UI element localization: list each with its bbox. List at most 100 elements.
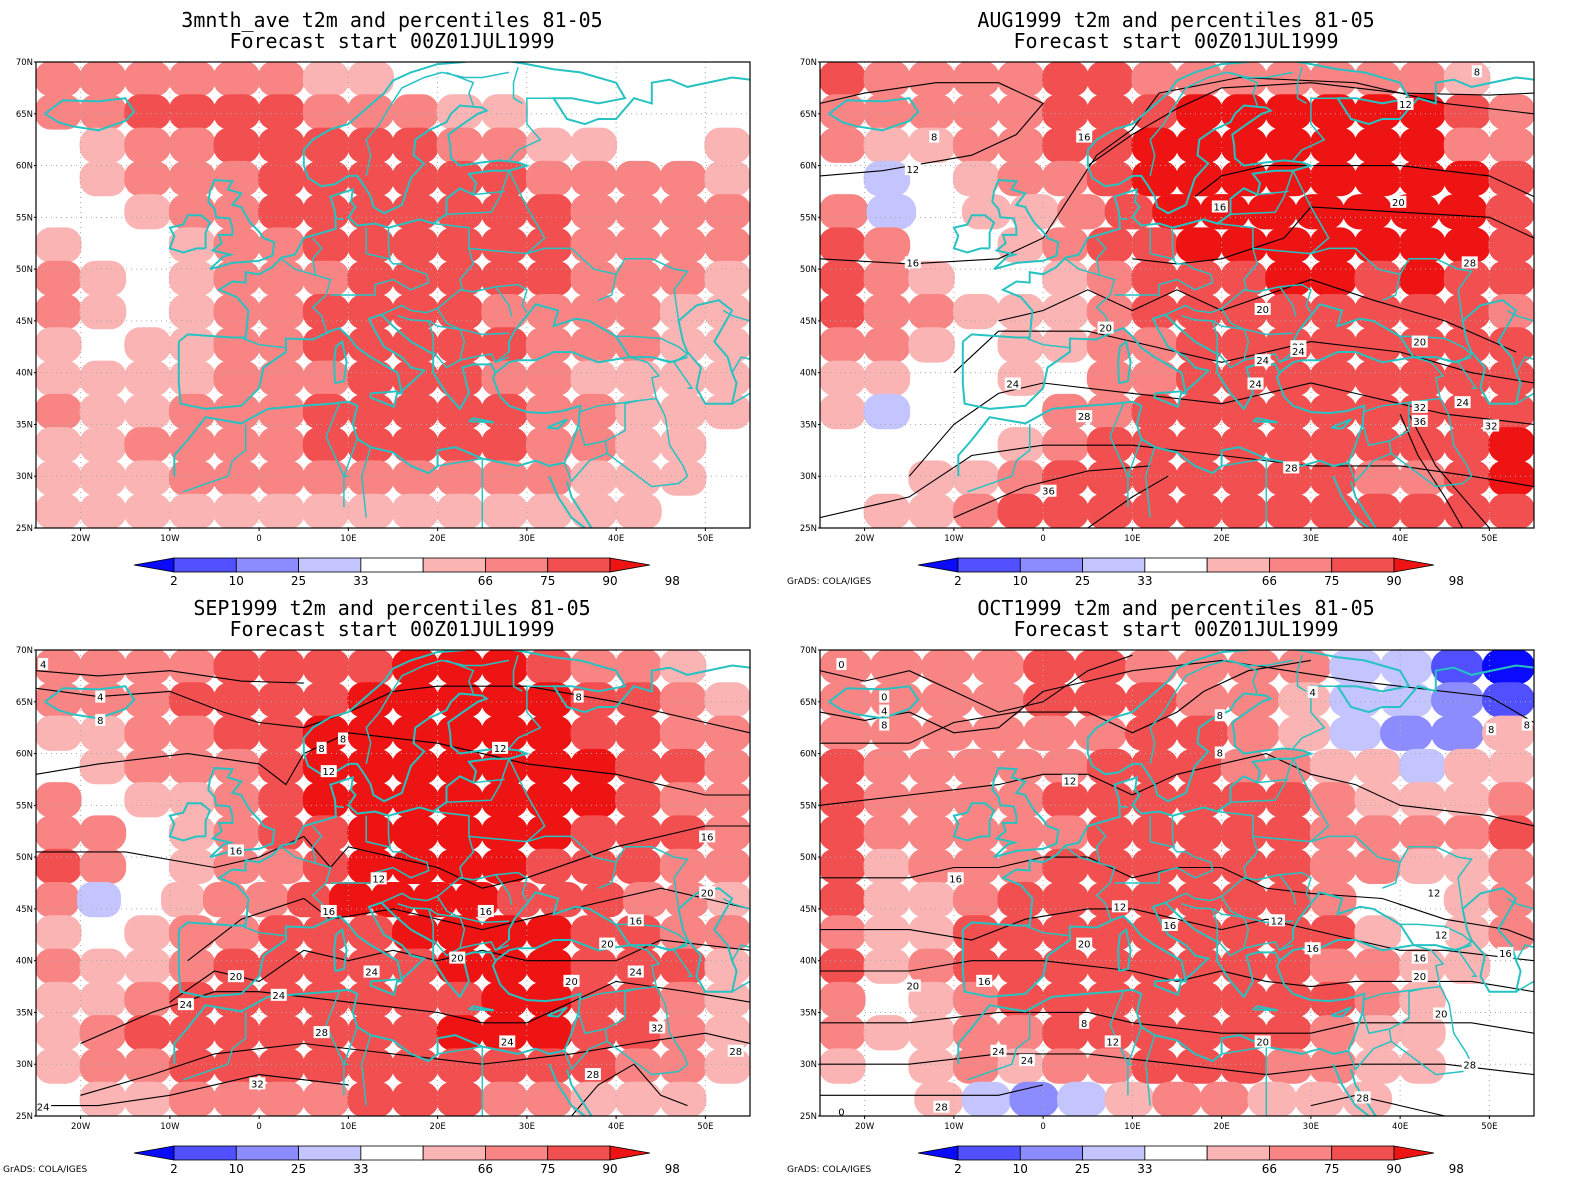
shade-cell xyxy=(1488,327,1534,363)
shade-cell xyxy=(79,94,127,130)
shade-cell xyxy=(1176,715,1229,751)
lat-tick-label: 55N xyxy=(16,801,33,811)
lat-tick-label: 40N xyxy=(800,957,817,967)
shade-cell xyxy=(1399,62,1446,97)
colorbar-label: 66 xyxy=(1262,1162,1277,1176)
shade-cell xyxy=(77,882,121,918)
shade-cell xyxy=(36,981,82,1018)
shade-cell xyxy=(1488,360,1534,396)
country-border xyxy=(722,897,750,962)
shade-cell xyxy=(1220,815,1268,851)
contour-line xyxy=(908,382,1534,477)
shade-cell xyxy=(1086,748,1134,785)
contour-label: 8 xyxy=(316,741,327,755)
shade-cell xyxy=(525,948,573,984)
shade-cell xyxy=(124,160,171,197)
contour-line xyxy=(1408,413,1490,528)
shade-cell xyxy=(659,1015,707,1051)
country-border xyxy=(1216,351,1245,369)
coastline xyxy=(828,685,920,720)
contour-label-text: 28 xyxy=(729,1047,742,1058)
shade-cell xyxy=(570,227,618,263)
shade-cell xyxy=(124,62,171,97)
contour-label-text: 36 xyxy=(1413,417,1426,428)
shade-cell xyxy=(1309,493,1357,528)
lat-tick-label: 60N xyxy=(800,750,817,760)
contour-label: 32 xyxy=(1411,400,1428,414)
contour-label: 8 xyxy=(1079,1016,1090,1030)
shade-cell xyxy=(124,427,171,463)
shade-cell xyxy=(302,460,350,496)
colorbar-segment xyxy=(1331,1145,1395,1161)
map-frame xyxy=(819,61,1535,529)
lat-tick-label: 55N xyxy=(16,213,33,223)
shade-cell xyxy=(1131,294,1178,330)
contour-label-text: 20 xyxy=(1413,338,1426,349)
shade-cell xyxy=(615,493,662,528)
shade-cell xyxy=(704,848,750,884)
country-border xyxy=(1257,778,1289,784)
shade-cell xyxy=(659,1048,707,1084)
coastline xyxy=(828,97,920,132)
shade-cell xyxy=(1443,915,1491,951)
country-border xyxy=(1243,283,1312,313)
shade-cell xyxy=(1265,427,1312,463)
colorbar-arrow-low xyxy=(917,1145,959,1161)
shade-cell xyxy=(972,715,1025,751)
shade-cell xyxy=(481,682,528,718)
contour-label-text: 28 xyxy=(1463,1061,1476,1072)
shade-cell xyxy=(525,393,573,430)
country-border xyxy=(468,835,527,843)
colorbar: 2 10 25 33 66 75 90 98 xyxy=(917,1145,1464,1176)
shade-cell xyxy=(436,360,484,396)
shade-cell xyxy=(997,62,1045,97)
contour-label: 20 xyxy=(1097,321,1114,335)
country-border xyxy=(1439,398,1473,477)
colorbar-label: 25 xyxy=(1075,574,1090,588)
shade-cell xyxy=(258,748,305,785)
shade-cell xyxy=(436,327,484,363)
contour-label-text: 24 xyxy=(365,968,378,979)
contour-label: 20 xyxy=(1254,302,1271,316)
shade-cell xyxy=(525,360,573,396)
shade-cell xyxy=(436,1015,484,1051)
contour-label: 28 xyxy=(584,1068,601,1081)
shade-cell xyxy=(820,1048,866,1084)
shade-cell xyxy=(1443,815,1491,851)
shade-cell xyxy=(863,782,911,818)
coastline xyxy=(1117,927,1132,972)
shade-cell xyxy=(1131,815,1178,851)
shade-cell xyxy=(952,815,1000,851)
shade-cell xyxy=(570,393,618,430)
country-border xyxy=(473,778,505,784)
shade-cell xyxy=(347,815,394,851)
shade-cell xyxy=(1086,1015,1134,1051)
shade-cell xyxy=(1042,1015,1089,1051)
contour-label-text: 24 xyxy=(180,1000,193,1011)
colorbar-label: 2 xyxy=(954,574,962,588)
shade-cell xyxy=(168,948,216,984)
shade-cell xyxy=(79,393,127,430)
shade-cell xyxy=(820,981,866,1018)
shade-cell xyxy=(659,194,707,230)
shade-cell xyxy=(820,327,866,363)
country-border xyxy=(183,424,247,493)
shade-cell xyxy=(863,493,911,528)
shade-cell xyxy=(570,981,618,1018)
shade-cell xyxy=(525,815,573,851)
lon-tick-label: 20W xyxy=(855,1122,875,1132)
shade-cell xyxy=(997,460,1045,496)
country-border xyxy=(1230,170,1294,215)
shade-cell xyxy=(1399,948,1446,984)
contour-label-text: 16 xyxy=(1306,944,1319,955)
lat-tick-label: 65N xyxy=(800,110,817,120)
shade-cell xyxy=(1488,748,1534,785)
shade-cell xyxy=(436,294,484,330)
contour-label-text: 8 xyxy=(97,716,103,727)
country-border xyxy=(1165,285,1297,317)
lon-tick-label: 10E xyxy=(1124,1122,1140,1132)
contour-label: 20 xyxy=(699,886,716,899)
lon-tick-label: 30E xyxy=(519,534,535,544)
colorbar-segment xyxy=(1269,557,1333,573)
shade-cell xyxy=(1329,715,1382,751)
